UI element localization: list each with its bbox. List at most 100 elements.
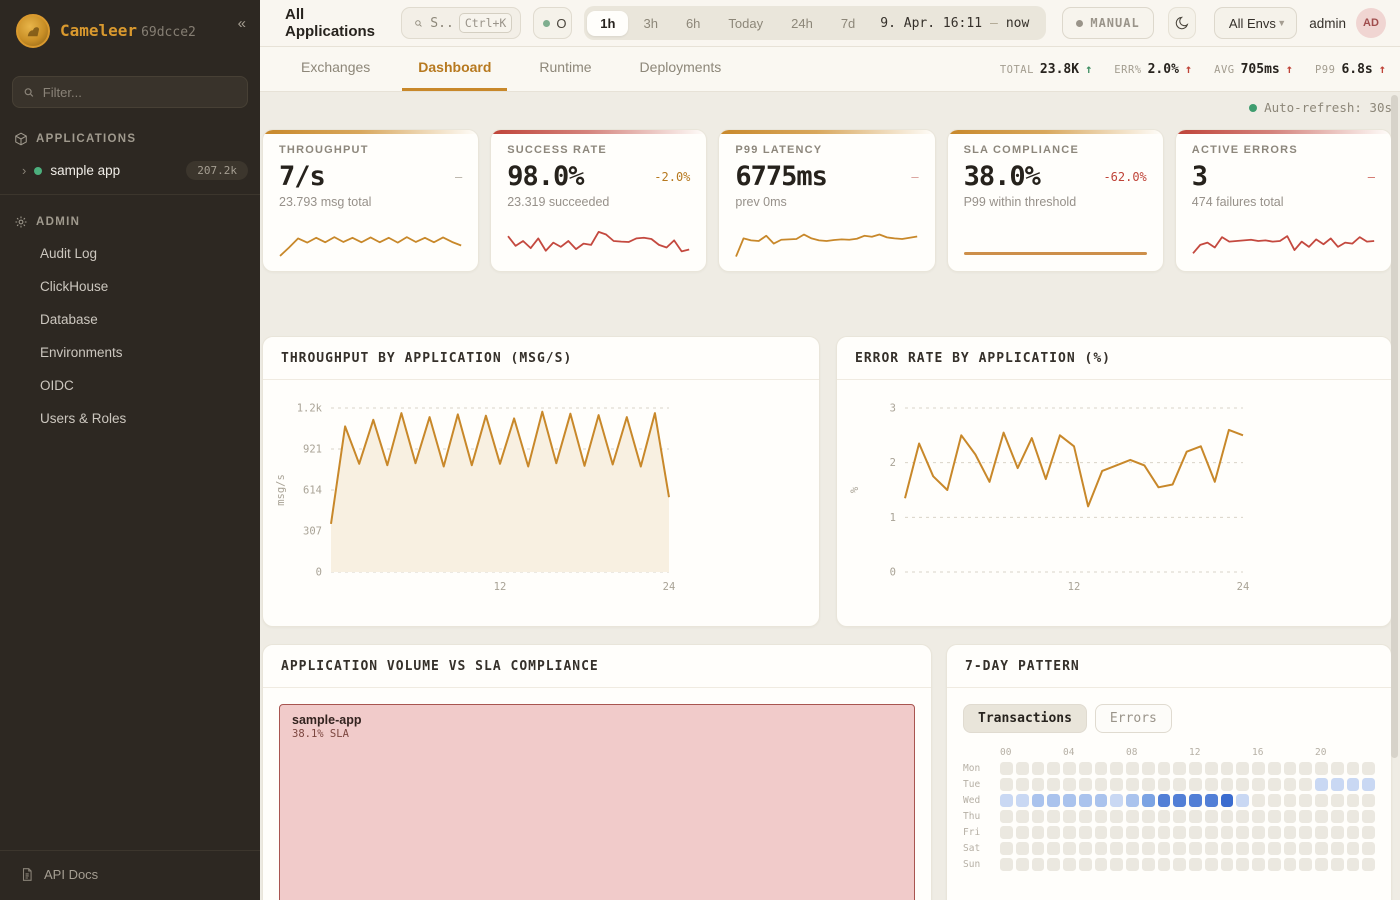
- heatmap-cell[interactable]: [1315, 810, 1328, 823]
- heatmap-cell[interactable]: [1299, 810, 1312, 823]
- heatmap-cell[interactable]: [1063, 826, 1076, 839]
- heatmap-cell[interactable]: [1173, 826, 1186, 839]
- heatmap-cell[interactable]: [1141, 762, 1155, 775]
- heatmap-cell[interactable]: [1220, 778, 1234, 791]
- heatmap-cell[interactable]: [1000, 826, 1013, 839]
- heatmap-cell[interactable]: [1126, 778, 1139, 791]
- heatmap-cell[interactable]: [1000, 858, 1013, 871]
- heatmap-cell[interactable]: [1110, 778, 1123, 791]
- heatmap-cell[interactable]: [1157, 858, 1171, 871]
- toggle-errors[interactable]: Errors: [1094, 704, 1172, 733]
- heatmap-cell[interactable]: [1362, 842, 1375, 855]
- heatmap-cell[interactable]: [1330, 794, 1344, 807]
- heatmap-cell[interactable]: [1283, 762, 1297, 775]
- heatmap-cell[interactable]: [1362, 858, 1375, 871]
- heatmap-cell[interactable]: [1110, 842, 1123, 855]
- heatmap-cell[interactable]: [1063, 810, 1076, 823]
- heatmap-cell[interactable]: [1267, 794, 1281, 807]
- heatmap-cell[interactable]: [1094, 842, 1108, 855]
- heatmap-cell[interactable]: [1346, 778, 1360, 791]
- heatmap-cell[interactable]: [1330, 762, 1344, 775]
- heatmap-cell[interactable]: [1157, 762, 1171, 775]
- chevron-right-icon[interactable]: ›: [22, 163, 27, 178]
- heatmap-cell[interactable]: [1204, 810, 1218, 823]
- heatmap-cell[interactable]: [1315, 858, 1328, 871]
- heatmap-cell[interactable]: [1330, 858, 1344, 871]
- avatar[interactable]: AD: [1356, 8, 1386, 38]
- heatmap-cell[interactable]: [1204, 842, 1218, 855]
- heatmap-cell[interactable]: [1252, 842, 1265, 855]
- tab-dashboard[interactable]: Dashboard: [402, 47, 508, 91]
- heatmap-cell[interactable]: [1141, 794, 1155, 807]
- heatmap-cell[interactable]: [1126, 858, 1139, 871]
- heatmap-cell[interactable]: [1094, 858, 1108, 871]
- heatmap-cell[interactable]: [1346, 842, 1360, 855]
- heatmap-cell[interactable]: [1173, 858, 1186, 871]
- heatmap-cell[interactable]: [1299, 778, 1312, 791]
- heatmap-cell[interactable]: [1220, 858, 1234, 871]
- heatmap-cell[interactable]: [1220, 826, 1234, 839]
- heatmap-cell[interactable]: [1189, 794, 1202, 807]
- sidebar-item-sample-app[interactable]: › sample app 207.2k: [0, 154, 260, 192]
- heatmap-cell[interactable]: [1252, 826, 1265, 839]
- heatmap-cell[interactable]: [1141, 826, 1155, 839]
- scrollbar[interactable]: [1391, 95, 1398, 758]
- heatmap-cell[interactable]: [1189, 762, 1202, 775]
- filter-input[interactable]: [42, 84, 237, 100]
- toggle-transactions[interactable]: Transactions: [963, 704, 1087, 733]
- heatmap-cell[interactable]: [1110, 826, 1123, 839]
- sidebar-item-clickhouse[interactable]: ClickHouse: [40, 279, 109, 294]
- heatmap-cell[interactable]: [1015, 778, 1029, 791]
- heatmap-cell[interactable]: [1157, 794, 1171, 807]
- heatmap-cell[interactable]: [1157, 778, 1171, 791]
- heatmap-cell[interactable]: [1189, 810, 1202, 823]
- manual-refresh-button[interactable]: MANUAL: [1062, 7, 1154, 39]
- heatmap-cell[interactable]: [1141, 810, 1155, 823]
- heatmap-cell[interactable]: [1362, 810, 1375, 823]
- heatmap-cell[interactable]: [1315, 762, 1328, 775]
- tab-deployments[interactable]: Deployments: [639, 59, 722, 75]
- heatmap-cell[interactable]: [1094, 778, 1108, 791]
- heatmap-cell[interactable]: [1330, 826, 1344, 839]
- heatmap-cell[interactable]: [1126, 794, 1139, 807]
- sidebar-item-audit-log[interactable]: Audit Log: [40, 246, 98, 261]
- heatmap-cell[interactable]: [1015, 842, 1029, 855]
- heatmap-cell[interactable]: [1220, 794, 1234, 807]
- heatmap-cell[interactable]: [1299, 842, 1312, 855]
- heatmap-cell[interactable]: [1362, 778, 1375, 791]
- heatmap-cell[interactable]: [1015, 826, 1029, 839]
- heatmap-cell[interactable]: [1031, 778, 1045, 791]
- heatmap-cell[interactable]: [1047, 858, 1060, 871]
- online-status-button[interactable]: O: [533, 7, 573, 39]
- heatmap-cell[interactable]: [1173, 810, 1186, 823]
- heatmap-cell[interactable]: [1299, 762, 1312, 775]
- heatmap-cell[interactable]: [1346, 810, 1360, 823]
- sidebar-collapse-button[interactable]: «: [237, 15, 246, 32]
- heatmap-cell[interactable]: [1189, 826, 1202, 839]
- heatmap-cell[interactable]: [1110, 810, 1123, 823]
- heatmap-cell[interactable]: [1110, 794, 1123, 807]
- heatmap-cell[interactable]: [1299, 794, 1312, 807]
- heatmap-cell[interactable]: [1204, 858, 1218, 871]
- heatmap-cell[interactable]: [1031, 842, 1045, 855]
- heatmap-cell[interactable]: [1031, 762, 1045, 775]
- heatmap-cell[interactable]: [1063, 858, 1076, 871]
- heatmap-cell[interactable]: [1220, 762, 1234, 775]
- heatmap-cell[interactable]: [1031, 794, 1045, 807]
- heatmap-cell[interactable]: [1047, 794, 1060, 807]
- heatmap-cell[interactable]: [1047, 762, 1060, 775]
- heatmap-cell[interactable]: [1267, 778, 1281, 791]
- heatmap-cell[interactable]: [1015, 810, 1029, 823]
- heatmap-cell[interactable]: [1236, 794, 1249, 807]
- heatmap-cell[interactable]: [1063, 762, 1076, 775]
- heatmap-cell[interactable]: [1283, 778, 1297, 791]
- heatmap-cell[interactable]: [1189, 778, 1202, 791]
- heatmap-cell[interactable]: [1047, 810, 1060, 823]
- heatmap-cell[interactable]: [1047, 778, 1060, 791]
- heatmap-cell[interactable]: [1315, 794, 1328, 807]
- sidebar-item-environments[interactable]: Environments: [40, 345, 123, 360]
- range-7d[interactable]: 7d: [840, 15, 856, 31]
- heatmap-cell[interactable]: [1252, 858, 1265, 871]
- heatmap-cell[interactable]: [1157, 810, 1171, 823]
- heatmap-cell[interactable]: [1315, 826, 1328, 839]
